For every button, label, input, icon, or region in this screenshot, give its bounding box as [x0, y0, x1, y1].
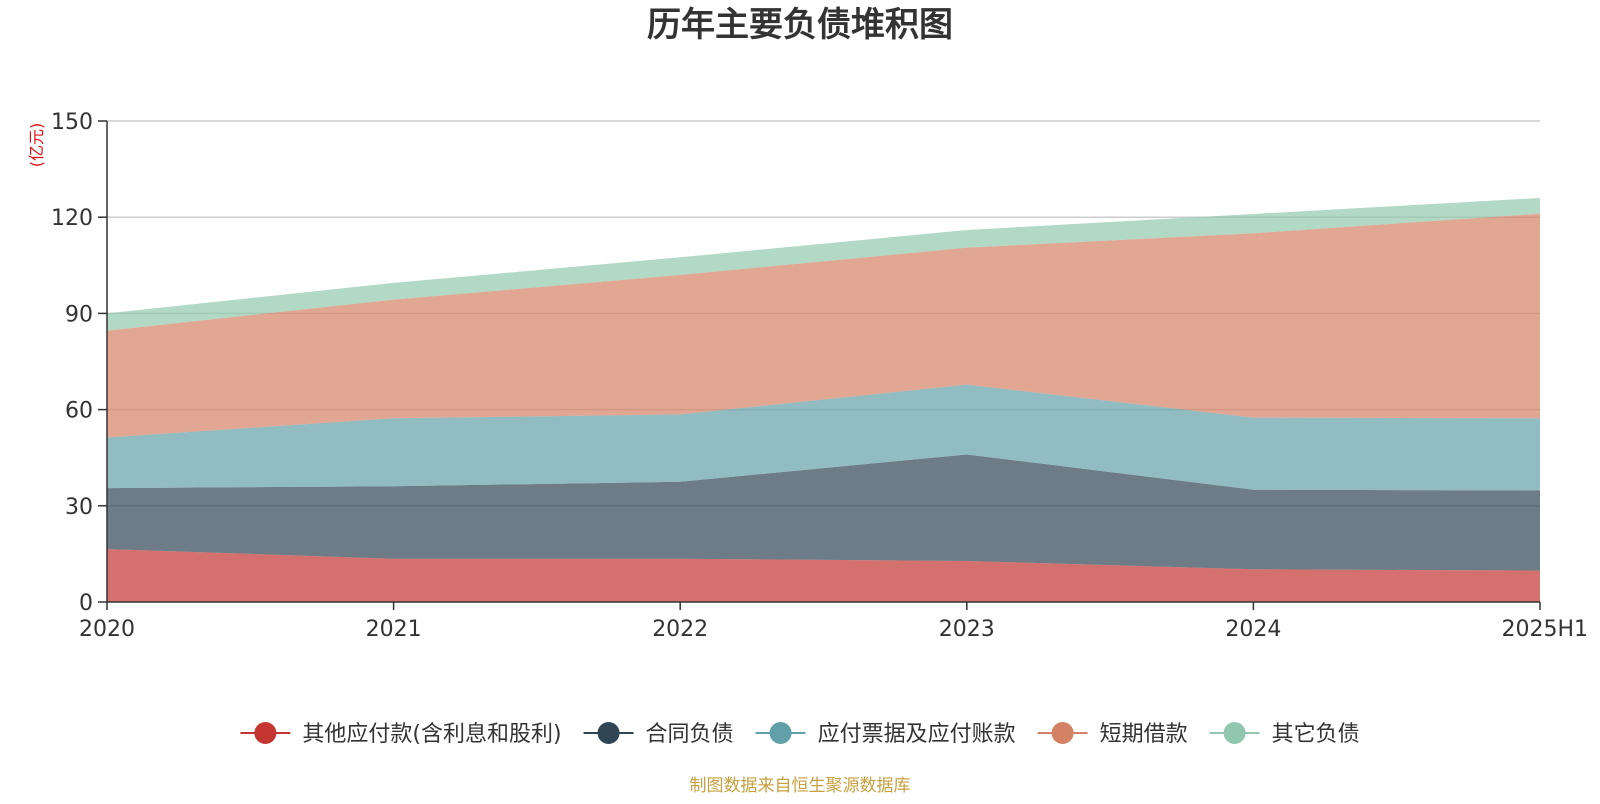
area-3 — [107, 213, 1540, 438]
y-tick-label-60: 60 — [65, 399, 93, 424]
axes: 0 30 60 90 120 150 2020 2021 2022 2023 2024 2025H1 — [51, 110, 1588, 642]
legend: 其他应付款(含利息和股利) 合同负债 应付票据及应付账款 短期借款 其它负债 — [240, 722, 1360, 747]
legend-item-1[interactable]: 合同负债 — [583, 722, 734, 747]
area-0 — [107, 549, 1540, 602]
area-2 — [107, 384, 1540, 491]
legend-label: 其它负债 — [1272, 722, 1360, 747]
area-series — [107, 197, 1540, 602]
legend-marker-icon — [1051, 722, 1074, 744]
legend-marker-icon — [597, 722, 620, 744]
x-tick-label-2025H1: 2025H1 — [1501, 617, 1588, 642]
area-4 — [107, 197, 1540, 331]
y-tick-label-0: 0 — [79, 591, 93, 616]
legend-item-3[interactable]: 短期借款 — [1037, 722, 1188, 747]
y-tick-label-30: 30 — [65, 495, 93, 520]
area-1 — [107, 454, 1540, 571]
data-source-footnote: 制图数据来自恒生聚源数据库 — [690, 776, 911, 796]
legend-marker-icon — [769, 722, 792, 744]
legend-item-2[interactable]: 应付票据及应付账款 — [755, 722, 1016, 747]
x-tick-label-2024: 2024 — [1225, 617, 1281, 642]
legend-label: 短期借款 — [1100, 722, 1188, 747]
legend-marker-icon — [1223, 722, 1246, 744]
chart-title: 历年主要负债堆积图 — [647, 5, 953, 45]
legend-label: 其他应付款(含利息和股利) — [302, 722, 561, 747]
y-tick-label-120: 120 — [51, 206, 93, 231]
legend-marker-icon — [254, 722, 277, 744]
legend-item-4[interactable]: 其它负债 — [1209, 722, 1360, 747]
x-tick-label-2020: 2020 — [79, 617, 135, 642]
legend-item-0[interactable]: 其他应付款(含利息和股利) — [240, 722, 562, 747]
x-tick-label-2021: 2021 — [366, 617, 422, 642]
legend-label: 应付票据及应付账款 — [818, 722, 1016, 747]
x-tick-label-2022: 2022 — [652, 617, 708, 642]
y-tick-label-90: 90 — [65, 302, 93, 327]
y-axis-unit-label: (亿元) — [27, 123, 46, 168]
legend-label: 合同负债 — [646, 722, 734, 747]
x-tick-label-2023: 2023 — [939, 617, 995, 642]
y-tick-label-150: 150 — [51, 110, 93, 135]
